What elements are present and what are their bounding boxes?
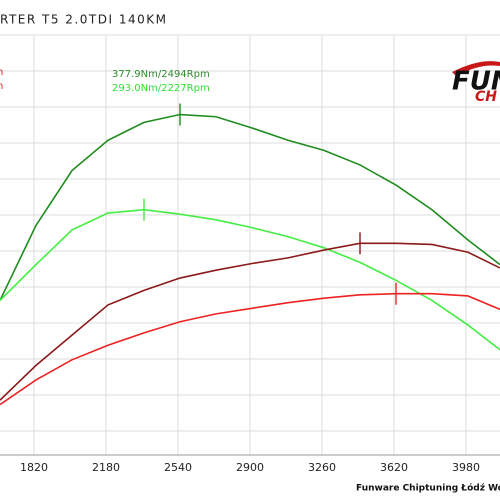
- x-tick-label: 2900: [236, 461, 264, 474]
- lines: [0, 103, 500, 406]
- x-tick-label: 2180: [92, 461, 120, 474]
- x-tick-label: 3620: [380, 461, 408, 474]
- logo-bottom: CH: [475, 89, 497, 105]
- x-tick-label: 2540: [164, 461, 192, 474]
- annotation: 377.9Nm/2494Rpm: [112, 69, 210, 80]
- x-tick-label: 3980: [452, 461, 480, 474]
- logo-swoosh: [452, 61, 500, 76]
- grid: [0, 34, 500, 456]
- left-note: n: [0, 67, 3, 78]
- left-note: n: [0, 81, 3, 92]
- series-line: [0, 113, 500, 301]
- chart-title: RTER T5 2.0TDI 140KM: [0, 13, 167, 27]
- x-tick-label: 3260: [308, 461, 336, 474]
- x-tick-label: 1820: [20, 461, 48, 474]
- logo-top: FUN: [452, 67, 500, 97]
- series-line: [0, 292, 500, 406]
- series-line: [0, 242, 500, 401]
- footer: Funware Chiptuning Łódź Wodor: [356, 483, 500, 494]
- annotation: 293.0Nm/2227Rpm: [112, 83, 210, 94]
